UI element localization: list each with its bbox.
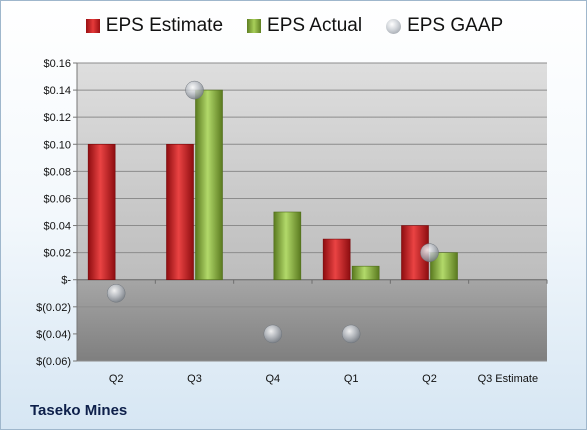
eps-gaap-marker bbox=[185, 80, 204, 100]
company-name: Taseko Mines bbox=[30, 402, 128, 419]
y-tick-label: $- bbox=[61, 275, 71, 287]
y-tick-label: $0.02 bbox=[43, 248, 71, 260]
y-tick-label: $0.14 bbox=[43, 85, 71, 97]
y-tick-label: $0.08 bbox=[43, 166, 71, 178]
x-tick-label: Q2 bbox=[422, 373, 437, 385]
eps-actual-bar bbox=[195, 89, 223, 281]
x-tick-label: Q3 bbox=[187, 373, 202, 385]
legend-label-eps-estimate: EPS Estimate bbox=[105, 15, 224, 36]
y-tick-label: $(0.04) bbox=[36, 329, 71, 341]
legend-swatch-eps-estimate bbox=[85, 19, 100, 33]
x-tick-label: Q2 bbox=[109, 373, 124, 385]
eps-actual-bar bbox=[273, 211, 302, 281]
legend-item-eps-estimate: EPS Estimate bbox=[85, 15, 224, 37]
eps-actual-bar bbox=[351, 265, 380, 281]
y-tick-label: $0.06 bbox=[43, 193, 71, 205]
eps-gaap-marker bbox=[341, 324, 361, 344]
legend-item-eps-gaap: EPS GAAP bbox=[386, 15, 503, 37]
legend-label-eps-gaap: EPS GAAP bbox=[407, 15, 504, 36]
eps-gaap-marker bbox=[106, 284, 126, 303]
eps-estimate-bar bbox=[166, 143, 194, 281]
eps-estimate-bar bbox=[87, 143, 116, 281]
y-tick-label: $(0.02) bbox=[36, 302, 71, 314]
y-tick-label: $0.10 bbox=[43, 139, 71, 151]
y-tick-label: $(0.06) bbox=[36, 356, 71, 368]
y-tick-label: $0.12 bbox=[43, 112, 71, 124]
legend-swatch-eps-actual bbox=[247, 19, 262, 33]
legend-marker-eps-gaap bbox=[386, 18, 402, 34]
legend: EPS Estimate EPS Actual EPS GAAP bbox=[1, 15, 587, 37]
x-tick-label: Q1 bbox=[344, 373, 359, 385]
y-tick-label: $0.04 bbox=[43, 221, 71, 233]
eps-gaap-marker bbox=[420, 243, 439, 262]
eps-estimate-bar bbox=[322, 238, 351, 281]
plot-area-negative bbox=[77, 279, 547, 361]
legend-label-eps-actual: EPS Actual bbox=[267, 15, 363, 36]
eps-gaap-marker bbox=[263, 324, 283, 344]
legend-item-eps-actual: EPS Actual bbox=[247, 15, 362, 37]
x-tick-label: Q3 Estimate bbox=[478, 373, 539, 385]
x-tick-label: Q4 bbox=[265, 373, 280, 385]
y-tick-label: $0.16 bbox=[43, 58, 71, 70]
